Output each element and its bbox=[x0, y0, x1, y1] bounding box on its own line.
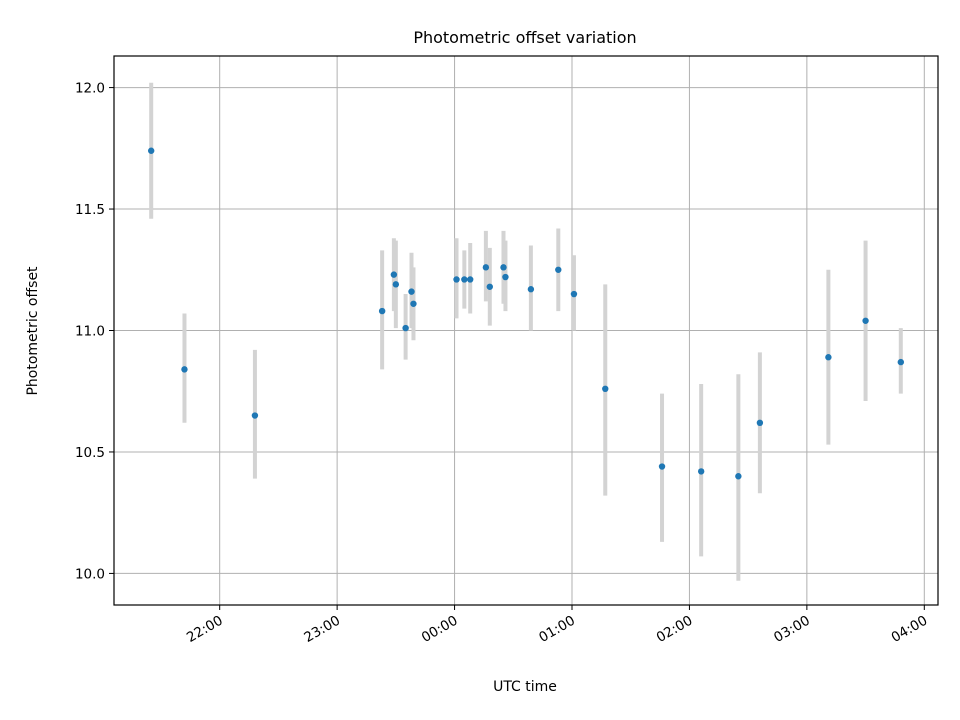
data-point bbox=[390, 271, 398, 278]
data-point bbox=[402, 324, 409, 332]
y-tick-label: 11.0 bbox=[75, 324, 105, 340]
data-point bbox=[756, 419, 764, 427]
data-point bbox=[181, 366, 188, 373]
data-point bbox=[482, 264, 490, 271]
data-point bbox=[147, 147, 155, 154]
data-points bbox=[147, 147, 905, 480]
y-axis-label: Photometric offset bbox=[25, 266, 41, 396]
data-point bbox=[486, 283, 493, 290]
y-tick-label: 12.0 bbox=[75, 81, 105, 97]
y-tick-label: 10.5 bbox=[75, 445, 105, 461]
data-point bbox=[527, 286, 535, 293]
y-tick-labels: 10.0 10.5 11.0 11.5 12.0 bbox=[75, 81, 105, 583]
y-tick-label: 11.5 bbox=[75, 202, 105, 218]
data-point bbox=[461, 276, 468, 283]
data-point bbox=[453, 276, 460, 283]
axis-ticks bbox=[109, 87, 925, 610]
x-axis-label: UTC time bbox=[493, 679, 557, 695]
data-point bbox=[555, 266, 562, 273]
data-point bbox=[897, 358, 905, 366]
data-point bbox=[392, 281, 400, 288]
data-point bbox=[825, 354, 832, 361]
data-point bbox=[570, 290, 578, 298]
data-point bbox=[251, 412, 259, 419]
data-point bbox=[502, 273, 509, 281]
data-point bbox=[602, 385, 609, 393]
data-point bbox=[500, 264, 507, 271]
data-point bbox=[408, 288, 415, 295]
data-point bbox=[467, 276, 474, 283]
data-point bbox=[697, 468, 705, 475]
data-point bbox=[378, 307, 386, 315]
y-tick-label: 10.0 bbox=[75, 566, 105, 582]
grid bbox=[114, 56, 938, 605]
data-point bbox=[735, 473, 742, 480]
data-point bbox=[410, 300, 417, 307]
chart-title: Photometric offset variation bbox=[413, 28, 636, 47]
data-point bbox=[862, 317, 869, 324]
data-point bbox=[658, 463, 666, 470]
